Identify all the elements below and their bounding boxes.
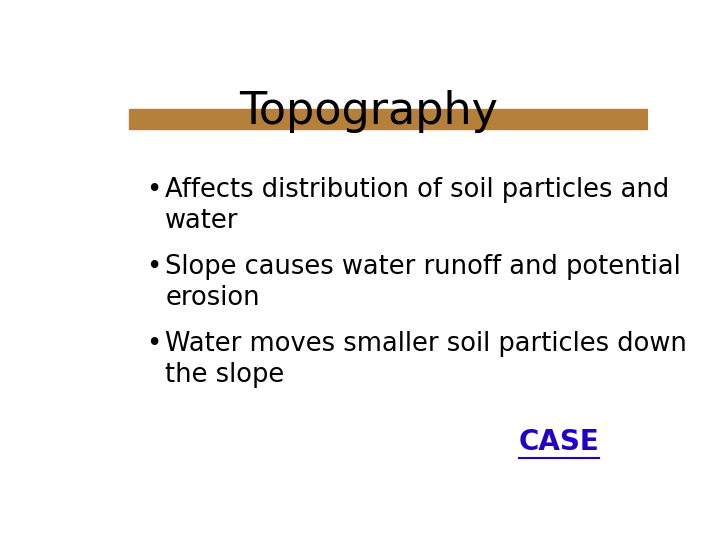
Text: CASE: CASE xyxy=(518,428,599,456)
Text: the slope: the slope xyxy=(166,362,284,388)
Text: •: • xyxy=(145,254,161,280)
Text: erosion: erosion xyxy=(166,285,260,311)
Text: Affects distribution of soil particles and: Affects distribution of soil particles a… xyxy=(166,177,670,203)
Text: •: • xyxy=(145,331,161,357)
Text: Water moves smaller soil particles down: Water moves smaller soil particles down xyxy=(166,331,687,357)
Text: Topography: Topography xyxy=(240,90,498,133)
Text: Slope causes water runoff and potential: Slope causes water runoff and potential xyxy=(166,254,681,280)
Text: water: water xyxy=(166,208,239,234)
Bar xyxy=(129,109,648,129)
Text: •: • xyxy=(145,177,161,203)
